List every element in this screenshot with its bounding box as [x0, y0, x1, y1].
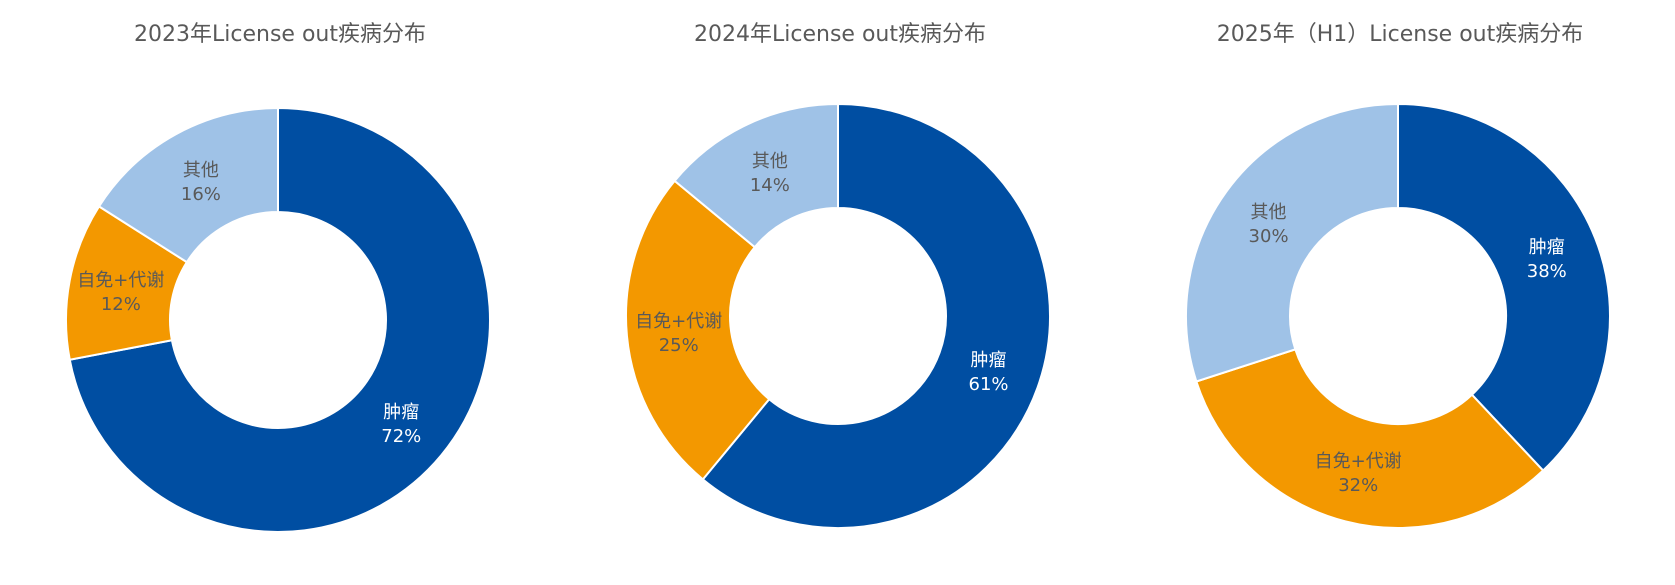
slice-value-immune-metabolic: 32%: [1338, 475, 1378, 496]
slice-immune-metabolic: [1195, 348, 1545, 529]
slice-label-tumor: 肿瘤: [1529, 237, 1565, 258]
slice-label-immune-metabolic: 自免+代谢: [77, 270, 164, 291]
donut-chart-2025-h1: 肿瘤 38% 自免+代谢 32% 其他 30%: [1185, 102, 1611, 529]
slice-label-other: 其他: [1251, 202, 1287, 223]
donut-panel-2025-h1: 2025年（H1）License out疾病分布 肿瘤 38% 自免+代谢 32% 其他…: [1180, 0, 1620, 585]
chart-title-2023: 2023年License out疾病分布: [134, 22, 426, 47]
slice-value-tumor: 38%: [1527, 261, 1567, 282]
donut-panel-2024: 2024年License out疾病分布 肿瘤 61% 自免+代谢 25% 其他 14%: [620, 0, 1060, 585]
donut-chart-2023: 肿瘤 72% 自免+代谢 12% 其他 16%: [65, 106, 491, 533]
slice-other: [97, 106, 279, 264]
slice-value-immune-metabolic: 12%: [101, 294, 141, 315]
slice-value-other: 14%: [750, 175, 790, 196]
slice-label-tumor: 肿瘤: [383, 402, 419, 423]
slice-value-other: 16%: [181, 184, 221, 205]
slice-value-immune-metabolic: 25%: [659, 335, 699, 356]
slice-label-other: 其他: [752, 151, 788, 172]
slice-value-tumor: 61%: [969, 374, 1009, 395]
slice-other: [673, 102, 839, 249]
donut-panel-2023: 2023年License out疾病分布 肿瘤 72% 自免+代谢 12% 其他 16%: [60, 0, 500, 585]
donut-chart-2024: 肿瘤 61% 自免+代谢 25% 其他 14%: [625, 102, 1051, 529]
slice-label-tumor: 肿瘤: [971, 350, 1007, 371]
chart-title-2024: 2024年License out疾病分布: [694, 22, 986, 47]
slice-label-other: 其他: [183, 160, 219, 181]
slice-other: [1185, 102, 1399, 383]
slice-immune-metabolic: [625, 179, 771, 481]
slice-value-other: 30%: [1249, 226, 1289, 247]
chart-title-2025-h1: 2025年（H1）License out疾病分布: [1216, 22, 1584, 47]
slice-label-immune-metabolic: 自免+代谢: [1315, 451, 1402, 472]
slice-label-immune-metabolic: 自免+代谢: [635, 311, 722, 332]
slice-tumor: [1397, 102, 1611, 472]
slice-tumor: [68, 106, 491, 533]
slice-value-tumor: 72%: [381, 426, 421, 447]
slice-tumor: [701, 102, 1051, 529]
